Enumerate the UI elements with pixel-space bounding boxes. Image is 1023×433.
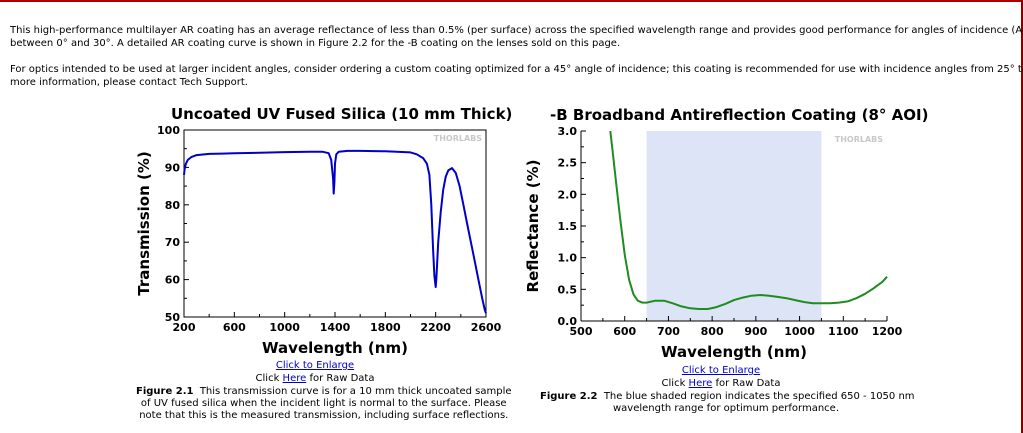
chart1-xtick-label: 1000 xyxy=(269,321,300,334)
figure1-raw-data-link[interactable]: Here xyxy=(282,373,307,384)
chart1-watermark: THORLABS xyxy=(434,134,483,143)
chart1-xtick-label: 2600 xyxy=(471,321,502,334)
figure2-enlarge-link[interactable]: Click to Enlarge xyxy=(681,365,761,376)
chart2-y-axis-label: Reflectance (%) xyxy=(524,160,542,293)
intro-paragraph-2-line-1: For optics intended to be used at larger… xyxy=(10,64,1023,75)
chart2-ytick-label: 1.5 xyxy=(558,220,578,233)
chart1-ytick-label: 100 xyxy=(157,124,180,137)
chart2-ytick-label: 3.0 xyxy=(558,125,578,138)
chart2-ytick-label: 2.5 xyxy=(558,157,578,170)
intro-paragraph-1-line-1: This high-performance multilayer AR coat… xyxy=(10,25,1023,36)
figure2-enlarge-link-wrap: Click to Enlarge xyxy=(641,365,801,377)
figure2-caption-line-1: The blue shaded region indicates the spe… xyxy=(603,391,915,402)
figure1-caption-line-1: This transmission curve is for a 10 mm t… xyxy=(199,386,512,397)
figure2-raw-pre: Click xyxy=(661,378,689,389)
chart1-ytick-label: 70 xyxy=(165,236,181,249)
chart1-y-axis-label: Transmission (%) xyxy=(135,151,153,295)
chart2-xtick-label: 800 xyxy=(701,325,724,338)
chart1-title: Uncoated UV Fused Silica (10 mm Thick) xyxy=(171,105,513,123)
chart2-xtick-label: 500 xyxy=(570,325,593,338)
right-border xyxy=(1021,0,1023,433)
figure1-caption-line-2: of UV fused silica when the incident lig… xyxy=(140,398,507,409)
chart2-xtick-label: 1100 xyxy=(828,325,859,338)
chart2-xtick-label: 900 xyxy=(744,325,767,338)
chart2-xtick-label: 700 xyxy=(657,325,680,338)
chart2-xtick-label: 1000 xyxy=(784,325,815,338)
chart1-ytick-label: 80 xyxy=(165,199,181,212)
intro-paragraph-2: For optics intended to be used at larger… xyxy=(10,63,1023,89)
figure2-raw-data-link[interactable]: Here xyxy=(688,378,713,389)
figure2-caption-line-2: wavelength range for optimum performance… xyxy=(613,403,840,414)
chart2-ytick-label: 0.0 xyxy=(558,315,578,328)
chart2-x-axis-label: Wavelength (nm) xyxy=(661,343,807,361)
chart2-shaded-region xyxy=(646,131,822,321)
chart1-x-axis-label: Wavelength (nm) xyxy=(262,339,408,357)
chart1-xtick-label: 1400 xyxy=(320,321,351,334)
chart1-xtick-label: 600 xyxy=(223,321,246,334)
figure2-caption: Figure 2.2 The blue shaded region indica… xyxy=(540,391,915,415)
chart2-ytick-label: 0.5 xyxy=(558,283,578,296)
figure1-raw-data: Click Here for Raw Data xyxy=(215,373,415,385)
chart1-ytick-label: 90 xyxy=(165,161,181,174)
figure2-raw-data: Click Here for Raw Data xyxy=(621,378,821,390)
chart1-xtick-label: 2200 xyxy=(420,321,451,334)
top-rule xyxy=(0,0,1023,2)
figure2-raw-post: for Raw Data xyxy=(712,378,781,389)
intro-paragraph-1-line-2: between 0° and 30°. A detailed AR coatin… xyxy=(10,38,621,49)
intro-paragraph-1: This high-performance multilayer AR coat… xyxy=(10,24,1023,50)
figure1-label: Figure 2.1 xyxy=(136,386,194,397)
intro-paragraph-2-line-2: more information, please contact Tech Su… xyxy=(10,77,248,88)
chart2-title: -B Broadband Antireflection Coating (8° … xyxy=(550,106,929,124)
figure1-enlarge-link-wrap: Click to Enlarge xyxy=(235,360,395,372)
chart2-ytick-label: 1.0 xyxy=(558,252,578,265)
figure1-caption: Figure 2.1 This transmission curve is fo… xyxy=(136,386,512,422)
chart1-xtick-label: 200 xyxy=(173,321,196,334)
figure2-label: Figure 2.2 xyxy=(540,391,598,402)
chart1-ytick-label: 50 xyxy=(165,311,181,324)
figure1-caption-line-3: note that this is the measured transmiss… xyxy=(139,410,509,421)
chart2-xtick-label: 1200 xyxy=(872,325,903,338)
figure1-raw-pre: Click xyxy=(255,373,283,384)
figure1-raw-post: for Raw Data xyxy=(306,373,375,384)
chart1-ytick-label: 60 xyxy=(165,274,181,287)
chart2-watermark: THORLABS xyxy=(835,135,884,144)
chart2-series-line xyxy=(609,130,888,310)
figure1-enlarge-link[interactable]: Click to Enlarge xyxy=(275,360,355,371)
chart2-xtick-label: 600 xyxy=(613,325,636,338)
chart1-series-line xyxy=(183,149,487,314)
chart1-xtick-label: 1800 xyxy=(370,321,401,334)
chart2-ytick-label: 2.0 xyxy=(558,188,578,201)
